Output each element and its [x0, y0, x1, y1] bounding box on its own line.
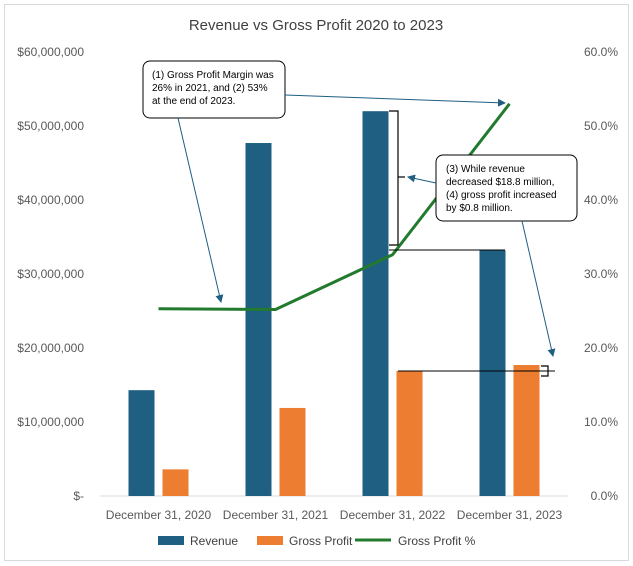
- right-tick-label: 30.0%: [584, 267, 618, 281]
- callout-margin-box: [142, 60, 286, 119]
- right-tick-label: 60.0%: [584, 45, 618, 59]
- left-axis-tick-labels: $- $10,000,000 $20,000,000 $30,000,000 $40,0…: [17, 45, 84, 503]
- left-tick-label: $60,000,000: [17, 45, 84, 59]
- bars-group: [128, 111, 540, 496]
- revenue-change-bracket: [389, 110, 399, 246]
- callout-change-line-3: (4) gross profit increased: [446, 190, 557, 201]
- legend-label: Gross Profit %: [398, 534, 476, 548]
- right-tick-label: 20.0%: [584, 341, 618, 355]
- callout-change-line-4: by $0.8 million.: [446, 203, 513, 214]
- x-tick-label: December 31, 2023: [457, 508, 563, 522]
- gross-profit-bar: [162, 469, 189, 496]
- right-tick-label: 10.0%: [584, 415, 618, 429]
- callout-change-arrow-2: [521, 220, 556, 357]
- revenue-bar: [479, 250, 506, 496]
- left-tick-label: $40,000,000: [17, 193, 84, 207]
- callout-margin-line-3: at the end of 2023.: [152, 96, 235, 107]
- legend-swatch: [158, 536, 184, 545]
- callout-margin: (1) Gross Profit Margin was 26% in 2021,…: [142, 60, 506, 303]
- x-tick-label: December 31, 2020: [106, 508, 212, 522]
- legend-swatch: [257, 536, 283, 545]
- left-tick-label: $-: [73, 489, 84, 503]
- annotation-marks: [389, 110, 555, 377]
- right-tick-label: 40.0%: [584, 193, 618, 207]
- right-tick-label: 50.0%: [584, 119, 618, 133]
- right-axis-tick-labels: 0.0% 10.0% 20.0% 30.0% 40.0% 50.0% 60.0%: [584, 45, 618, 503]
- callout-margin-arrow-1: [177, 117, 224, 303]
- left-tick-label: $20,000,000: [17, 341, 84, 355]
- callout-margin-line-1: (1) Gross Profit Margin was: [152, 70, 274, 81]
- legend-label: Revenue: [190, 534, 238, 548]
- legend-label: Gross Profit: [289, 534, 353, 548]
- right-tick-label: 0.0%: [591, 489, 619, 503]
- legend: Revenue Gross Profit Gross Profit %: [158, 534, 476, 548]
- gross-profit-change-bracket: [541, 365, 549, 377]
- revenue-bar: [362, 111, 389, 496]
- x-tick-label: December 31, 2022: [340, 508, 446, 522]
- x-tick-label: December 31, 2021: [223, 508, 329, 522]
- callout-change-arrow-1: [407, 174, 437, 184]
- left-tick-label: $50,000,000: [17, 119, 84, 133]
- gross-profit-bar: [396, 370, 423, 496]
- callout-margin-line-2: 26% in 2021, and (2) 53%: [152, 83, 268, 94]
- callout-change-line-1: (3) While revenue: [446, 164, 525, 175]
- revenue-bar: [245, 143, 272, 496]
- gross-profit-bar: [279, 407, 306, 496]
- left-tick-label: $10,000,000: [17, 415, 84, 429]
- gross-profit-bar: [513, 365, 540, 496]
- callout-margin-arrow-2: [284, 94, 506, 107]
- callout-change: (3) While revenue decreased $18.8 millio…: [407, 154, 578, 357]
- chart-title: Revenue vs Gross Profit 2020 to 2023: [189, 17, 443, 34]
- x-axis-tick-labels: December 31, 2020 December 31, 2021 Decemb…: [106, 508, 563, 522]
- callout-change-box: [435, 154, 578, 222]
- revenue-bar: [128, 390, 155, 496]
- callout-change-line-2: decreased $18.8 million,: [446, 177, 554, 188]
- left-tick-label: $30,000,000: [17, 267, 84, 281]
